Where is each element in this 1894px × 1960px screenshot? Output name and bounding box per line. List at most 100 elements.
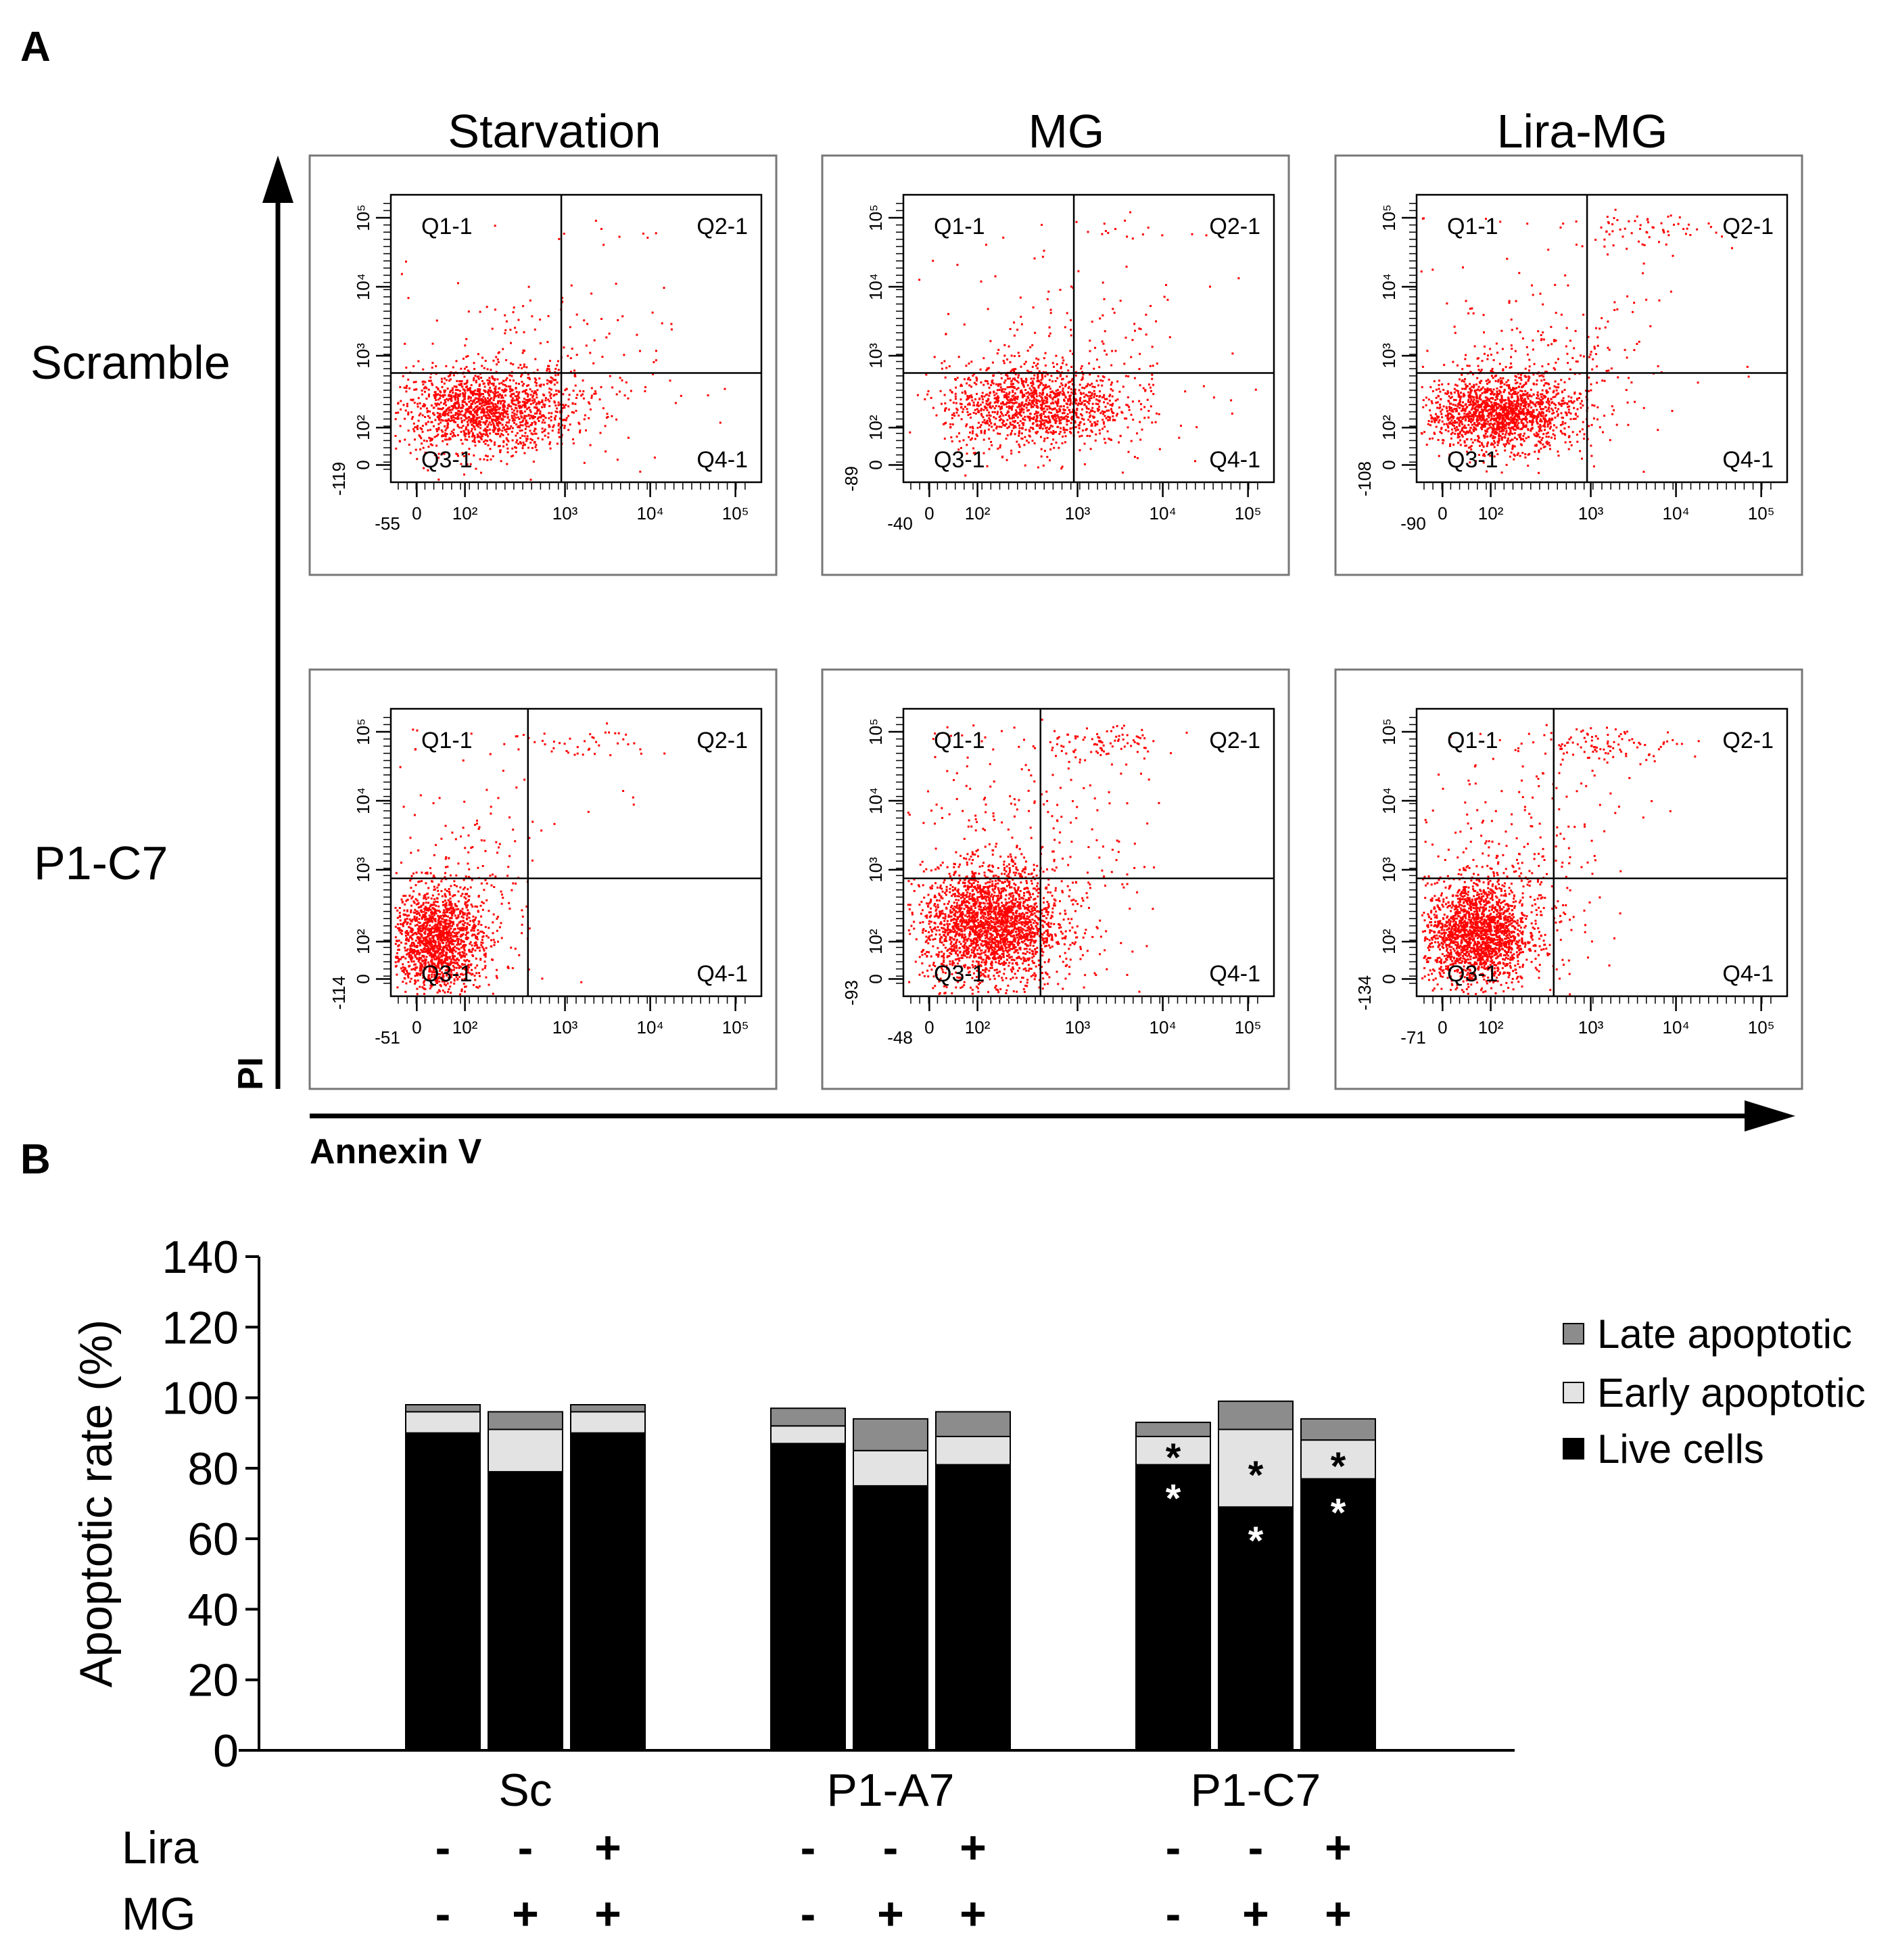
event-dot xyxy=(1053,408,1055,410)
event-dot xyxy=(1521,419,1523,421)
event-dot xyxy=(536,404,538,406)
event-dot xyxy=(496,423,498,425)
event-dot xyxy=(522,352,524,354)
event-dot xyxy=(1508,386,1510,388)
event-dot xyxy=(1550,437,1553,439)
event-dot xyxy=(1461,427,1463,429)
event-dot xyxy=(1056,377,1058,379)
event-dot xyxy=(482,421,484,423)
event-dot xyxy=(590,293,592,295)
event-dot xyxy=(1014,368,1016,370)
event-dot xyxy=(999,383,1001,386)
event-dot xyxy=(536,394,538,396)
event-dot xyxy=(605,425,607,427)
event-dot xyxy=(1049,327,1051,329)
event-dot xyxy=(442,440,444,442)
event-dot xyxy=(567,405,569,407)
event-dot xyxy=(445,404,447,406)
event-dot xyxy=(428,389,430,391)
event-dot xyxy=(1513,421,1515,423)
event-dot xyxy=(1505,427,1507,429)
event-dot xyxy=(1055,380,1057,382)
event-dot xyxy=(1509,423,1511,425)
event-dot xyxy=(490,459,492,461)
event-dot xyxy=(1528,436,1530,438)
event-dot xyxy=(1580,354,1582,356)
event-dot xyxy=(1446,407,1448,409)
event-dot xyxy=(1104,438,1106,440)
event-dot xyxy=(1482,392,1484,394)
event-dot xyxy=(1125,404,1127,406)
event-dot xyxy=(1568,400,1570,402)
event-dot xyxy=(1087,435,1089,437)
event-dot xyxy=(1010,450,1012,452)
event-dot xyxy=(1530,428,1532,430)
event-dot xyxy=(601,356,603,358)
event-dot xyxy=(987,380,989,382)
event-dot xyxy=(1081,387,1083,389)
event-dot xyxy=(513,311,515,313)
event-dot xyxy=(1450,407,1452,409)
event-dot xyxy=(1095,434,1097,436)
event-dot xyxy=(1488,413,1490,415)
event-dot xyxy=(1500,377,1502,379)
event-dot xyxy=(1097,384,1099,386)
event-dot xyxy=(489,429,491,431)
event-dot xyxy=(506,377,508,379)
event-dot xyxy=(1597,345,1599,347)
event-dot xyxy=(1511,389,1513,391)
event-dot xyxy=(978,411,980,413)
event-dot xyxy=(473,400,475,402)
event-dot xyxy=(1013,321,1015,323)
event-dot xyxy=(1010,406,1012,408)
event-dot xyxy=(407,379,409,381)
event-dot xyxy=(1456,426,1458,428)
event-dot xyxy=(1494,423,1496,425)
event-dot xyxy=(1012,396,1014,398)
event-dot xyxy=(1523,440,1525,442)
event-dot xyxy=(477,434,479,436)
event-dot xyxy=(572,438,574,440)
event-dot xyxy=(1546,401,1548,403)
event-dot xyxy=(974,398,976,400)
event-dot xyxy=(1064,429,1066,431)
event-dot xyxy=(1025,361,1027,363)
event-dot xyxy=(1129,211,1131,213)
event-dot xyxy=(993,391,995,393)
event-dot xyxy=(1491,431,1493,434)
event-dot xyxy=(481,398,483,400)
event-dot xyxy=(1438,379,1440,381)
event-dot xyxy=(507,434,509,436)
event-dot xyxy=(523,364,525,366)
event-dot xyxy=(1032,366,1034,368)
event-dot xyxy=(1115,400,1117,402)
event-dot xyxy=(1542,398,1544,400)
x-tick-label: 0 xyxy=(412,503,421,523)
event-dot xyxy=(442,413,444,415)
event-dot xyxy=(446,413,448,415)
event-dot xyxy=(1442,389,1444,391)
event-dot xyxy=(1056,415,1058,417)
event-dot xyxy=(1151,421,1153,423)
event-dot xyxy=(1125,337,1127,339)
event-dot xyxy=(486,411,488,413)
event-dot xyxy=(1496,388,1498,390)
event-dot xyxy=(1616,424,1618,426)
event-dot xyxy=(512,427,514,429)
event-dot xyxy=(548,424,550,426)
event-dot xyxy=(1010,452,1012,454)
event-dot xyxy=(422,383,424,386)
event-dot xyxy=(1011,354,1013,356)
event-dot xyxy=(548,400,550,402)
event-dot xyxy=(1500,379,1502,381)
event-dot xyxy=(1513,454,1515,456)
event-dot xyxy=(1071,379,1073,381)
event-dot xyxy=(496,409,498,411)
event-dot xyxy=(1438,396,1440,398)
event-dot xyxy=(511,448,513,450)
event-dot xyxy=(1553,390,1555,392)
event-dot xyxy=(1108,410,1110,412)
y-axis-min-label: -89 xyxy=(841,466,861,492)
event-dot xyxy=(1022,424,1024,426)
event-dot xyxy=(429,411,431,413)
